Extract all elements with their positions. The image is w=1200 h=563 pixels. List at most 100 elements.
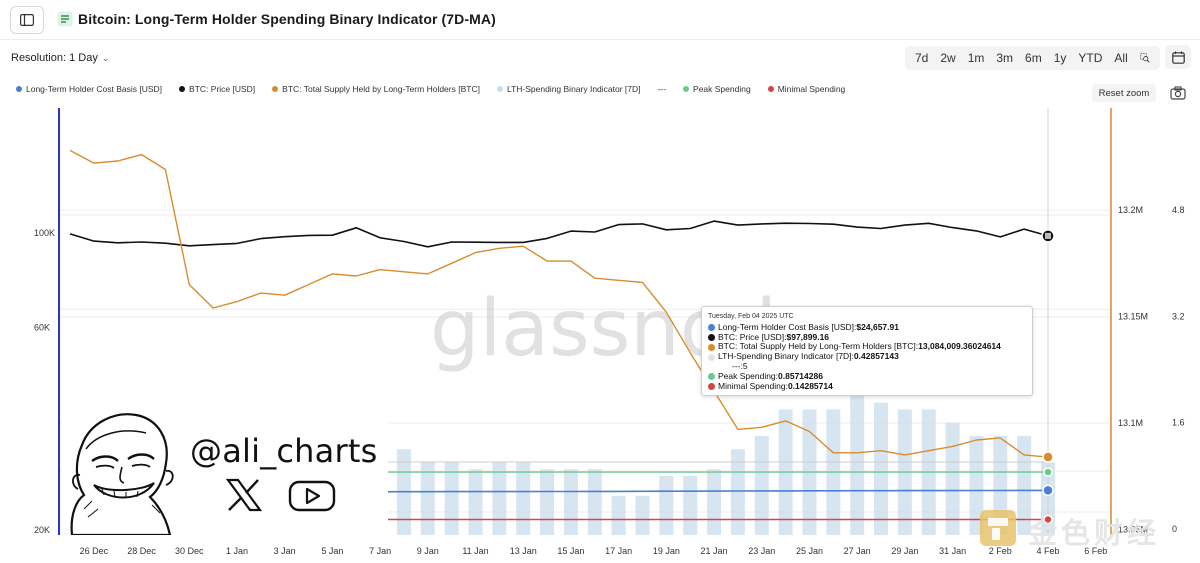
range-selector: 7d 2w 1m 3m 6m 1y YTD All bbox=[905, 46, 1160, 70]
legend-item-lth-cost-basis[interactable]: Long-Term Holder Cost Basis [USD] bbox=[16, 84, 162, 94]
top-bar: Bitcoin: Long-Term Holder Spending Binar… bbox=[0, 0, 1200, 40]
indicator-bar bbox=[730, 449, 745, 535]
tooltip-value: $97,899.16 bbox=[786, 331, 830, 342]
youtube-icon[interactable] bbox=[288, 479, 336, 513]
legend-item-binary-indicator[interactable]: LTH-Spending Binary Indicator [7D] bbox=[496, 84, 641, 94]
sidebar-icon bbox=[20, 14, 34, 26]
y-right-indicator-tick-label: 1.6 bbox=[1172, 418, 1185, 428]
tooltip-value: 13,084,009.36024614 bbox=[918, 341, 1001, 352]
tooltip-dot bbox=[708, 353, 715, 361]
y-right-indicator-tick-label: 4.8 bbox=[1172, 205, 1185, 215]
range-ytd-button[interactable]: YTD bbox=[1078, 51, 1103, 65]
indicator-bar bbox=[969, 435, 984, 535]
indicator-bar bbox=[516, 462, 531, 535]
btc-total-supply-held-by-long-term-holders-btc-marker bbox=[1042, 451, 1054, 463]
x-tick-label: 6 Feb bbox=[1084, 546, 1107, 556]
resolution-label: Resolution: 1 Day bbox=[11, 52, 98, 64]
y-right-supply-tick-label: 13.2M bbox=[1118, 205, 1143, 215]
tooltip-value: 0.14285714 bbox=[787, 380, 833, 391]
tooltip-dot bbox=[708, 382, 715, 390]
indicator-bar bbox=[850, 382, 865, 535]
tooltip-row: LTH-Spending Binary Indicator [7D]: 0.42… bbox=[708, 351, 1026, 362]
indicator-bar bbox=[1017, 435, 1032, 535]
range-3m-button[interactable]: 3m bbox=[996, 51, 1014, 65]
calendar-icon bbox=[1171, 51, 1185, 64]
indicator-bar bbox=[683, 475, 698, 535]
x-tick-label: 28 Dec bbox=[127, 546, 156, 556]
legend-item-btc-price[interactable]: BTC: Price [USD] bbox=[179, 84, 255, 94]
legend-dot bbox=[16, 86, 22, 92]
range-all-button[interactable]: All bbox=[1114, 51, 1128, 65]
resolution-dropdown[interactable]: Resolution: 1 Day ⌄ bbox=[11, 52, 109, 64]
range-7d-button[interactable]: 7d bbox=[915, 51, 929, 65]
y-left-tick-label: 20K bbox=[34, 525, 50, 535]
tooltip-row: Peak Spending: 0.85714286 bbox=[708, 370, 1026, 382]
tooltip-label: Peak Spending: bbox=[718, 370, 779, 381]
tooltip-dot bbox=[708, 373, 715, 381]
legend-label: BTC: Total Supply Held by Long-Term Hold… bbox=[282, 84, 480, 94]
x-tick-label: 4 Feb bbox=[1036, 546, 1059, 556]
tooltip-value: 0.42857143 bbox=[853, 351, 899, 362]
x-tick-label: 1 Jan bbox=[226, 546, 248, 556]
range-2w-button[interactable]: 2w bbox=[940, 51, 956, 65]
range-1y-button[interactable]: 1y bbox=[1053, 51, 1067, 65]
indicator-bar bbox=[540, 469, 555, 535]
tooltip-label: ---: bbox=[732, 360, 743, 371]
x-tick-label: 26 Dec bbox=[80, 546, 109, 556]
x-logo-icon[interactable] bbox=[226, 478, 262, 512]
tooltip-dot bbox=[708, 324, 715, 332]
btc-price-usd-marker-square bbox=[1045, 232, 1051, 239]
indicator-bar bbox=[945, 422, 960, 535]
legend-label: BTC: Price [USD] bbox=[189, 84, 256, 94]
tooltip-dot bbox=[708, 333, 715, 341]
x-tick-label: 9 Jan bbox=[417, 546, 439, 556]
tooltip-label: LTH-Spending Binary Indicator [7D]: bbox=[718, 351, 854, 362]
zoom-select-icon[interactable] bbox=[1134, 51, 1156, 65]
legend-label: Long-Term Holder Cost Basis [USD] bbox=[26, 84, 163, 94]
indicator-bar bbox=[611, 495, 626, 535]
x-tick-label: 19 Jan bbox=[653, 546, 680, 556]
indicator-bar bbox=[468, 469, 483, 535]
legend-item-minimal-spending[interactable]: Minimal Spending bbox=[767, 84, 846, 94]
tooltip-row: BTC: Total Supply Held by Long-Term Hold… bbox=[708, 342, 1026, 352]
reset-zoom-button[interactable]: Reset zoom bbox=[1092, 84, 1156, 102]
jinse-logo-icon bbox=[980, 510, 1016, 546]
indicator-bar bbox=[587, 469, 602, 535]
tooltip-row: ---: 5 bbox=[708, 360, 1026, 372]
chart-list-icon bbox=[57, 11, 73, 27]
legend-item-lth-supply[interactable]: BTC: Total Supply Held by Long-Term Hold… bbox=[272, 84, 480, 94]
x-tick-label: 13 Jan bbox=[510, 546, 537, 556]
long-term-holder-cost-basis-usd-marker bbox=[1042, 484, 1054, 497]
x-tick-label: 29 Jan bbox=[891, 546, 918, 556]
x-tick-label: 2 Feb bbox=[989, 546, 1012, 556]
indicator-bar bbox=[707, 469, 722, 535]
tooltip-value: 5 bbox=[742, 360, 748, 371]
tooltip-date: Tuesday, Feb 04 2025 UTC bbox=[708, 313, 794, 320]
y-right-supply-tick-label: 13.1M bbox=[1118, 418, 1143, 428]
legend-item-peak-spending[interactable]: Peak Spending bbox=[683, 84, 751, 94]
y-left-tick-label: 100K bbox=[34, 228, 55, 238]
x-tick-label: 7 Jan bbox=[369, 546, 391, 556]
range-6m-button[interactable]: 6m bbox=[1025, 51, 1042, 65]
x-tick-label: 17 Jan bbox=[605, 546, 632, 556]
calendar-button[interactable] bbox=[1165, 45, 1191, 69]
y-right-supply-tick-label: 13.05M bbox=[1118, 525, 1148, 535]
indicator-bar bbox=[754, 435, 769, 535]
x-tick-label: 11 Jan bbox=[462, 546, 488, 556]
y-left-tick-label: 60K bbox=[34, 322, 50, 332]
tooltip-value: 0.85714286 bbox=[778, 370, 823, 381]
camera-icon[interactable] bbox=[1170, 85, 1186, 101]
legend-dot bbox=[496, 86, 503, 92]
indicator-bar bbox=[874, 402, 889, 535]
indicator-bar bbox=[635, 495, 650, 535]
legend-label: --- bbox=[657, 84, 667, 94]
range-1m-button[interactable]: 1m bbox=[967, 51, 985, 65]
y-right-indicator-tick-label: 0 bbox=[1172, 524, 1177, 534]
tooltip-label: Minimal Spending: bbox=[718, 380, 788, 391]
sidebar-toggle-button[interactable] bbox=[10, 6, 44, 34]
legend-item-dashes[interactable]: --- bbox=[658, 84, 667, 94]
minimal-spending-marker bbox=[1043, 514, 1053, 525]
chart-legend: Long-Term Holder Cost Basis [USD] BTC: P… bbox=[16, 84, 862, 94]
tooltip-row: Minimal Spending: 0.14285714 bbox=[708, 380, 1026, 392]
legend-label: Minimal Spending bbox=[777, 84, 846, 94]
